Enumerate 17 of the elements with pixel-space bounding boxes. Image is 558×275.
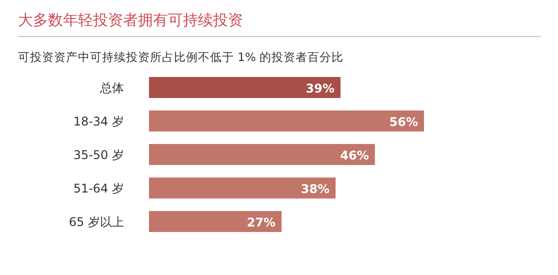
bar xyxy=(149,77,341,98)
bar xyxy=(149,178,336,198)
chart-subtitle: 可投资资产中可持续投资所占比例不低于 1% 的投资者百分比 xyxy=(18,50,344,64)
data-label: 39% xyxy=(306,82,335,96)
chart-title: 大多数年轻投资者拥有可持续投资 xyxy=(18,11,243,29)
y-tick-label: 35-50 岁 xyxy=(73,148,124,162)
y-tick-label: 65 岁以上 xyxy=(68,215,124,229)
bar xyxy=(149,110,424,132)
data-label: 56% xyxy=(389,115,418,129)
bar xyxy=(149,144,375,165)
y-tick-label: 18-34 岁 xyxy=(73,114,124,128)
data-label: 27% xyxy=(246,216,276,230)
bar xyxy=(149,211,282,232)
data-label: 46% xyxy=(340,148,369,162)
data-label: 38% xyxy=(300,182,330,196)
y-tick-label: 51-64 岁 xyxy=(73,182,124,196)
y-tick-label: 总体 xyxy=(99,81,124,95)
